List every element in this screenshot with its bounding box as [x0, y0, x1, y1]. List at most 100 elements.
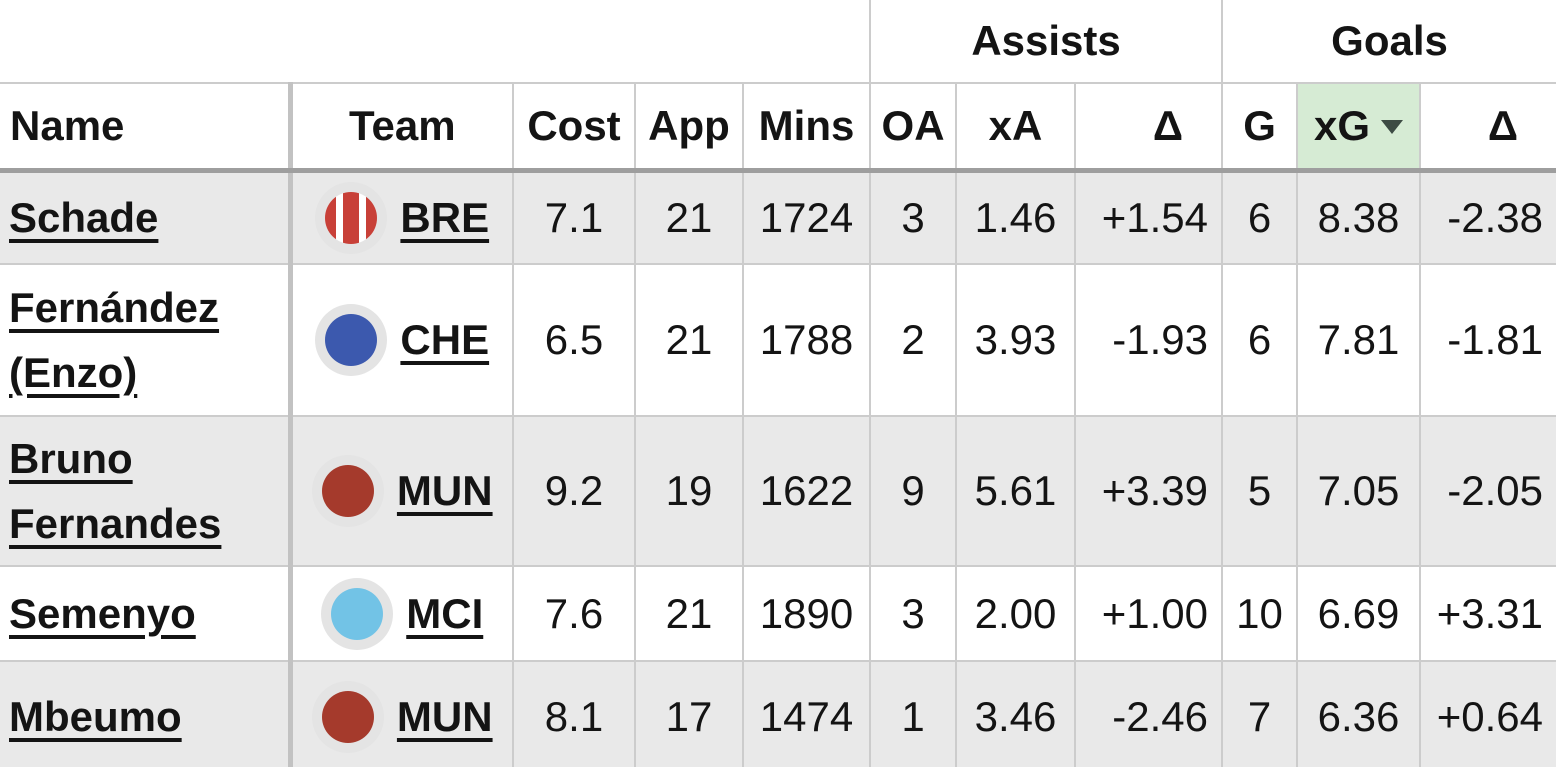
table-row: Bruno Fernandes MUN 9.2 19 1622 9 5.61 +…: [0, 416, 1556, 567]
team-link[interactable]: BRE: [400, 193, 490, 241]
goals-cell: 5: [1221, 416, 1298, 567]
goals-cell: 7: [1221, 661, 1298, 767]
team-badge-ring: [311, 455, 384, 527]
team-badge-icon: [325, 314, 378, 366]
xa-cell: 3.46: [955, 661, 1076, 767]
team-badge-ring: [315, 181, 388, 254]
team-cell: BRE: [287, 170, 513, 265]
column-header-g[interactable]: G: [1221, 83, 1298, 173]
team-cell: MCI: [287, 566, 513, 662]
xa-delta-cell: -2.46: [1074, 661, 1223, 767]
goals-cell: 6: [1221, 170, 1298, 265]
app-cell: 19: [634, 416, 743, 567]
column-header-xg-label: xG: [1314, 101, 1371, 149]
group-header-goals: Goals: [1221, 0, 1556, 84]
xa-cell: 5.61: [955, 416, 1076, 567]
team-link[interactable]: MUN: [396, 693, 493, 740]
team-badge-icon: [325, 191, 378, 244]
xa-cell: 2.00: [955, 566, 1076, 662]
group-header-row: Assists Goals: [0, 0, 1556, 84]
xg-delta-cell: -2.05: [1419, 416, 1556, 567]
cost-cell: 7.6: [512, 566, 635, 662]
table-row: Fernández (Enzo) CHE 6.5 21 1788 2 3.93 …: [0, 264, 1556, 417]
xg-delta-cell: +0.64: [1419, 661, 1556, 767]
xa-cell: 3.93: [955, 264, 1076, 417]
player-link[interactable]: Semenyo: [9, 589, 196, 637]
team-badge-ring: [311, 681, 384, 753]
team-badge-ring: [315, 304, 388, 376]
goals-cell: 6: [1221, 264, 1298, 417]
name-cell: Fernández (Enzo): [0, 264, 290, 417]
xg-delta-cell: +3.31: [1419, 566, 1556, 662]
column-header-goals-delta[interactable]: Δ: [1419, 83, 1556, 173]
column-header-row: Name Team Cost App Mins OA xA Δ G xG Δ: [0, 83, 1556, 173]
app-cell: 21: [634, 170, 743, 265]
column-header-oa[interactable]: OA: [869, 83, 957, 173]
team-cell: MUN: [287, 661, 513, 767]
cost-cell: 9.2: [512, 416, 635, 567]
xg-cell: 6.36: [1296, 661, 1421, 767]
xg-cell: 8.38: [1296, 170, 1421, 265]
column-header-xa[interactable]: xA: [955, 83, 1076, 173]
table-row: Semenyo MCI 7.6 21 1890 3 2.00 +1.00 10 …: [0, 566, 1556, 662]
name-cell: Semenyo: [0, 566, 290, 662]
column-header-xg-sorted[interactable]: xG: [1296, 83, 1421, 173]
name-cell: Mbeumo: [0, 661, 290, 767]
player-link[interactable]: Mbeumo: [9, 693, 182, 741]
oa-cell: 9: [869, 416, 957, 567]
team-link[interactable]: CHE: [400, 316, 490, 363]
team-cell: CHE: [287, 264, 513, 417]
goals-cell: 10: [1221, 566, 1298, 662]
app-cell: 17: [634, 661, 743, 767]
mins-cell: 1788: [741, 264, 871, 417]
mins-cell: 1724: [741, 170, 871, 265]
xa-delta-cell: +1.00: [1074, 566, 1223, 662]
team-link[interactable]: MCI: [406, 589, 484, 637]
team-badge-icon: [331, 587, 384, 640]
xg-cell: 7.81: [1296, 264, 1421, 417]
table-row: Mbeumo MUN 8.1 17 1474 1 3.46 -2.46 7 6.…: [0, 661, 1556, 767]
player-link[interactable]: Fernández (Enzo): [9, 283, 220, 396]
xg-delta-cell: -1.81: [1419, 264, 1556, 417]
xa-cell: 1.46: [955, 170, 1076, 265]
oa-cell: 2: [869, 264, 957, 417]
cost-cell: 8.1: [512, 661, 635, 767]
mins-cell: 1474: [741, 661, 871, 767]
column-header-assists-delta[interactable]: Δ: [1074, 83, 1223, 173]
player-link[interactable]: Bruno Fernandes: [9, 434, 222, 547]
xa-delta-cell: -1.93: [1074, 264, 1223, 417]
column-header-cost[interactable]: Cost: [512, 83, 635, 173]
xg-cell: 6.69: [1296, 566, 1421, 662]
xg-delta-cell: -2.38: [1419, 170, 1556, 265]
team-link[interactable]: MUN: [396, 467, 493, 514]
xa-delta-cell: +3.39: [1074, 416, 1223, 567]
group-header-spacer: [0, 0, 871, 84]
player-link[interactable]: Schade: [9, 194, 159, 242]
oa-cell: 1: [869, 661, 957, 767]
column-header-team[interactable]: Team: [287, 83, 513, 173]
mins-cell: 1890: [741, 566, 871, 662]
app-cell: 21: [634, 566, 743, 662]
team-cell: MUN: [287, 416, 513, 567]
cost-cell: 6.5: [512, 264, 635, 417]
column-header-app[interactable]: App: [634, 83, 743, 173]
sort-descending-icon: [1381, 119, 1404, 134]
oa-cell: 3: [869, 566, 957, 662]
xg-cell: 7.05: [1296, 416, 1421, 567]
team-badge-icon: [321, 465, 374, 517]
name-cell: Schade: [0, 170, 290, 265]
cost-cell: 7.1: [512, 170, 635, 265]
mins-cell: 1622: [741, 416, 871, 567]
name-cell: Bruno Fernandes: [0, 416, 290, 567]
team-badge-ring: [321, 577, 394, 650]
oa-cell: 3: [869, 170, 957, 265]
group-header-assists: Assists: [869, 0, 1223, 84]
table-row: Schade BRE 7.1 21 1724 3 1.46 +1.54 6 8.…: [0, 170, 1556, 265]
xa-delta-cell: +1.54: [1074, 170, 1223, 265]
team-badge-icon: [321, 691, 374, 743]
column-header-name[interactable]: Name: [0, 83, 290, 173]
app-cell: 21: [634, 264, 743, 417]
column-header-mins[interactable]: Mins: [741, 83, 871, 173]
